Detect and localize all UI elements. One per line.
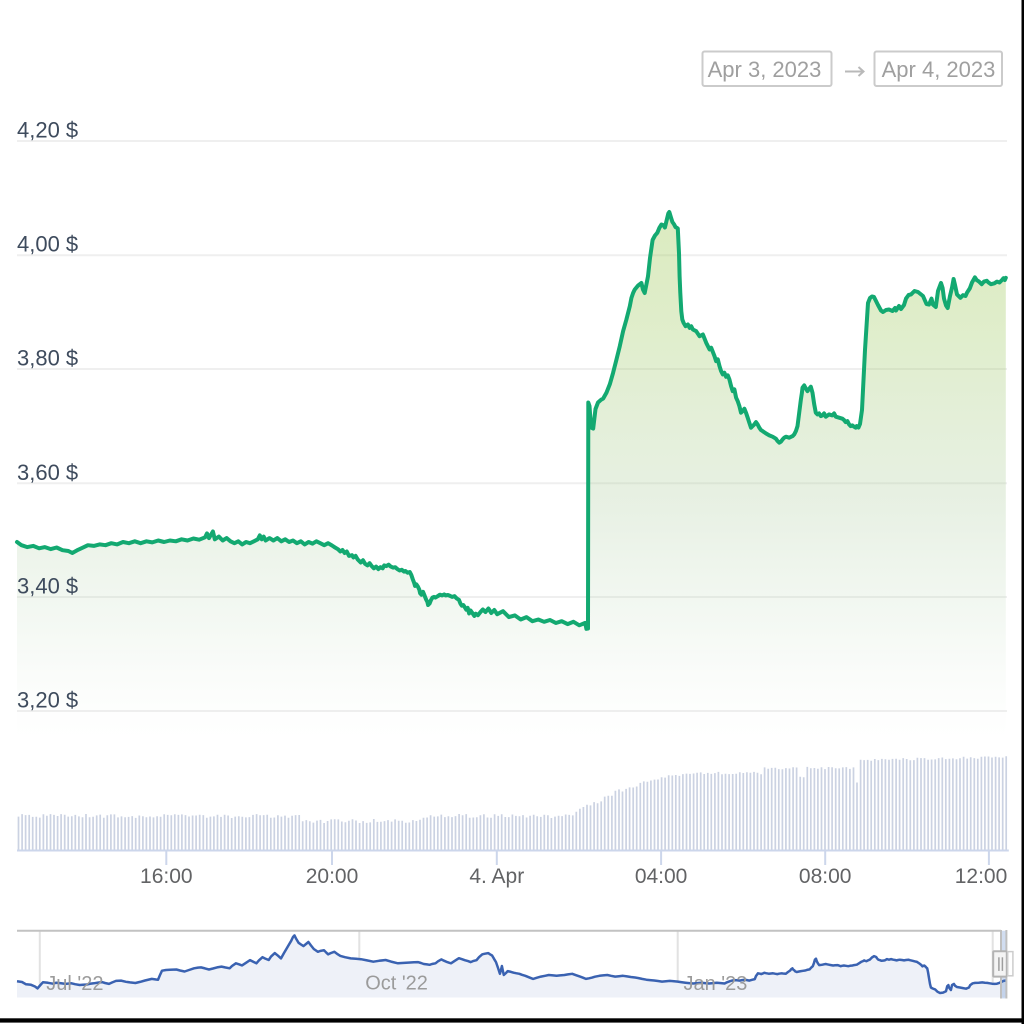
svg-text:04:00: 04:00 (635, 865, 688, 888)
svg-text:Oct '22: Oct '22 (365, 973, 428, 995)
svg-text:12:00: 12:00 (955, 865, 1008, 888)
svg-text:3,20 $: 3,20 $ (17, 688, 78, 713)
svg-text:Apr 3, 2023: Apr 3, 2023 (708, 57, 822, 82)
svg-text:Apr 4, 2023: Apr 4, 2023 (882, 57, 996, 82)
svg-text:3,60 $: 3,60 $ (17, 460, 78, 485)
svg-text:4,20 $: 4,20 $ (17, 118, 78, 143)
svg-text:Jan '23: Jan '23 (684, 973, 748, 995)
svg-text:08:00: 08:00 (799, 865, 852, 888)
svg-text:16:00: 16:00 (140, 865, 193, 888)
svg-text:3,80 $: 3,80 $ (17, 346, 78, 371)
svg-text:Jul '22: Jul '22 (46, 973, 103, 995)
svg-text:3,40 $: 3,40 $ (17, 574, 78, 599)
svg-text:4,00 $: 4,00 $ (17, 232, 78, 257)
svg-text:20:00: 20:00 (306, 865, 359, 888)
svg-text:4. Apr: 4. Apr (469, 865, 524, 888)
